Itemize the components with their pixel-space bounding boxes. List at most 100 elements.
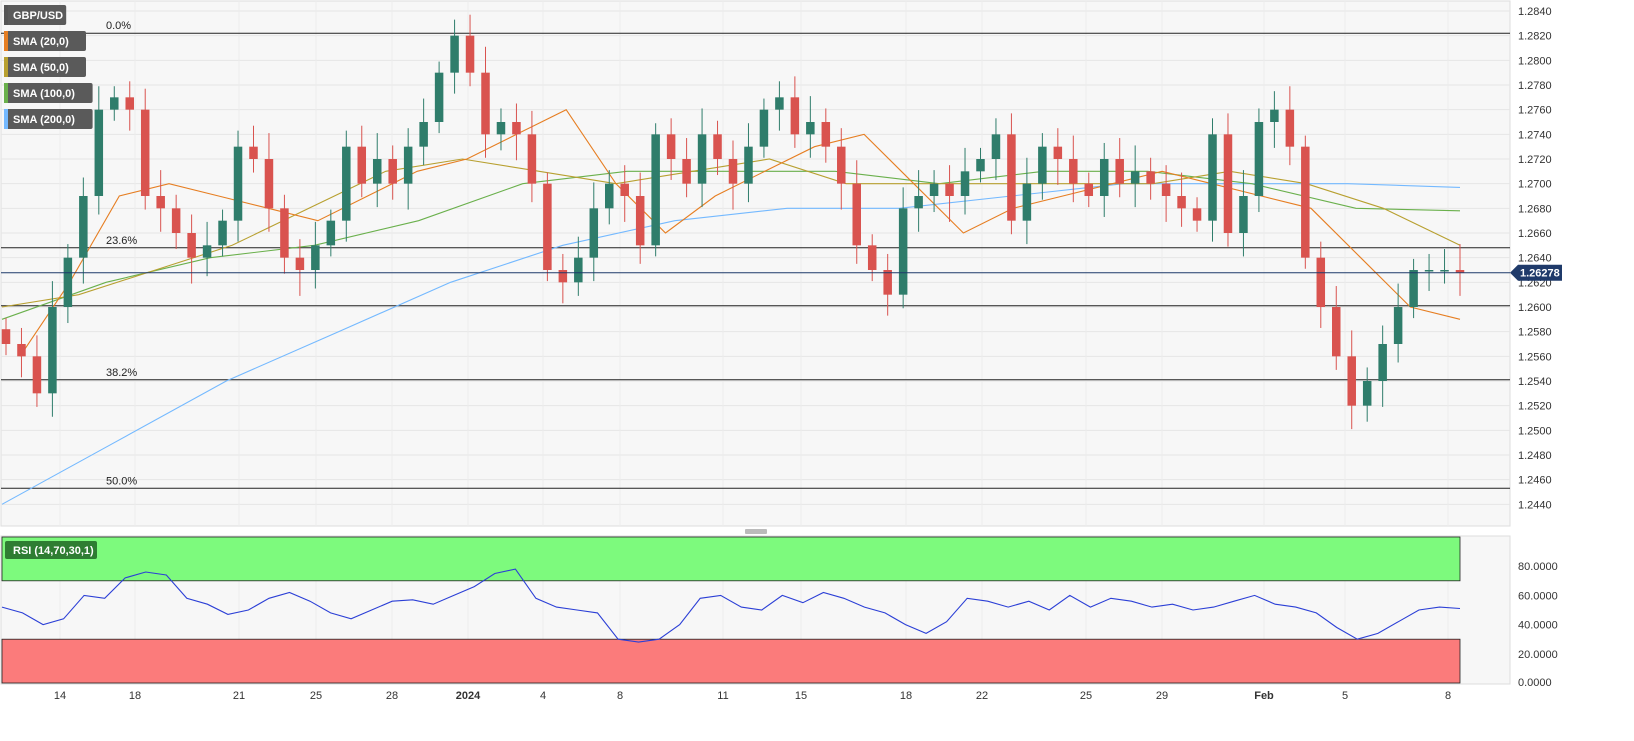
date-tick-label: 22 [976,690,988,702]
candle [233,130,243,242]
candle [465,14,475,87]
candle [976,147,985,183]
date-axis: 14 18 21 25 28 2024 4 8 11 15 18 22 25 29 Feb 5 8 [54,690,1451,702]
candle [512,103,521,161]
candle [481,46,490,158]
candle [914,170,923,232]
price-tick-label: 1.2720 [1518,154,1552,166]
candle [744,123,753,203]
candle [110,86,119,121]
candle [434,61,444,134]
fib-level-label: 23.6% [106,235,137,247]
candle [48,281,57,417]
fibonacci-levels: 0.0% 23.6% 38.2% 50.0% [1,20,1510,489]
date-tick-label: 4 [540,690,546,702]
candle [125,81,134,131]
candle [806,96,815,158]
price-panel-background [0,0,1511,527]
date-tick-label: Feb [1254,690,1274,702]
price-tick-label: 1.2700 [1518,179,1552,191]
legend: GBP/USD SMA (20,0) SMA (50,0) SMA (100,0) SM… [4,5,93,129]
rsi-tick-label: 60.0000 [1518,590,1558,602]
rsi-legend: RSI (14,70,30,1) [5,541,97,559]
current-price-label: 1.26278 [1520,268,1560,280]
date-tick-label: 18 [129,690,141,702]
date-tick-label: 8 [1445,690,1451,702]
candle [790,76,800,148]
legend-label: SMA (50,0) [13,62,69,74]
rsi-legend-label: RSI (14,70,30,1) [13,545,94,557]
date-tick-label: 21 [233,690,245,702]
candle [682,138,691,198]
rsi-tick-label: 20.0000 [1518,649,1558,661]
candle [1409,258,1418,319]
candle [728,140,738,210]
candle [1440,249,1449,284]
candle [264,133,274,232]
candle [388,145,397,200]
candle [326,209,336,257]
candle [1270,91,1279,148]
rsi-axis: 80.0000 60.0000 40.0000 20.0000 0.0000 [1518,561,1558,689]
legend-item[interactable]: SMA (200,0) [4,109,93,129]
rsi-oversold-zone [1,638,1461,684]
candle [605,170,614,225]
candle [635,172,645,264]
candle [32,335,42,407]
candle [1208,118,1217,242]
rsi-tick-label: 40.0000 [1518,620,1558,632]
candle [1,318,11,356]
candle [202,221,212,277]
fib-level-label: 0.0% [106,20,131,32]
candle [821,108,831,163]
legend-label: GBP/USD [13,10,63,22]
rsi-line [1,568,1461,643]
fib-level-label: 50.0% [106,475,137,487]
candle [574,236,583,296]
rsi-tick-label: 0.0000 [1518,677,1552,689]
rsi-tick-label: 80.0000 [1518,561,1558,573]
date-tick-label: 15 [795,690,807,702]
date-tick-label: 18 [900,690,912,702]
candle [589,182,599,282]
candle [311,221,320,289]
candle [991,118,1001,180]
price-tick-label: 1.2580 [1518,327,1552,339]
candle [1332,286,1341,370]
candle [17,327,26,378]
candle [898,187,908,309]
price-tick-label: 1.2800 [1518,55,1552,67]
price-axis: 1.2840 1.2820 1.2800 1.2780 1.2760 1.2740 1.27… [1518,6,1552,511]
candle [837,128,846,210]
date-tick-label: 25 [1080,690,1092,702]
price-tick-label: 1.2480 [1518,450,1552,462]
legend-item[interactable]: SMA (20,0) [4,31,86,51]
candle [1393,283,1403,363]
candle [403,128,413,210]
panel-resize-handle[interactable] [745,529,767,534]
legend-label: SMA (100,0) [13,88,75,100]
legend-item[interactable]: SMA (50,0) [4,57,86,77]
legend-label: SMA (200,0) [13,114,75,126]
candle [558,253,568,304]
price-tick-label: 1.2660 [1518,228,1552,240]
price-tick-label: 1.2740 [1518,129,1552,141]
candle [140,88,150,210]
candle [1316,241,1326,328]
candle [1362,367,1372,422]
candle [1130,145,1140,208]
candle [1038,133,1047,200]
legend-item[interactable]: GBP/USD [4,5,67,25]
candle [960,147,970,215]
candle [94,86,104,215]
price-tick-label: 1.2840 [1518,6,1552,18]
rsi-overbought-zone [1,536,1461,582]
price-tick-label: 1.2820 [1518,31,1552,43]
legend-item[interactable]: SMA (100,0) [4,83,93,103]
candle [218,209,227,257]
price-tick-label: 1.2540 [1518,376,1552,388]
candle [63,244,73,324]
price-tick-label: 1.2680 [1518,203,1552,215]
candle [1192,197,1202,232]
